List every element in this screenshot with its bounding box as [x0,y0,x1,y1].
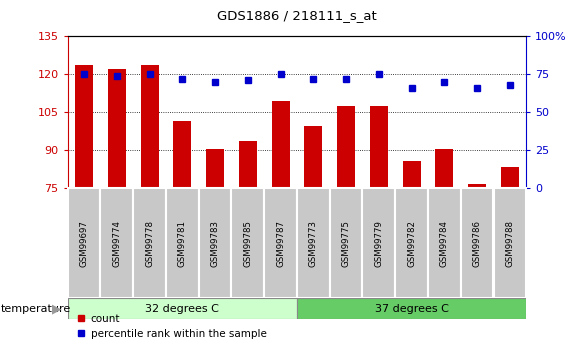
Bar [232,188,264,298]
Text: 37 degrees C: 37 degrees C [375,304,449,314]
Bar [108,69,126,188]
Bar [297,298,526,319]
Bar [362,188,395,298]
Text: GSM99787: GSM99787 [276,220,285,267]
Bar [337,106,355,188]
Text: GSM99784: GSM99784 [440,220,449,267]
Bar [166,188,199,298]
Bar [68,188,101,298]
Bar [305,126,322,188]
Text: GSM99788: GSM99788 [505,220,514,267]
Bar [461,188,493,298]
Bar [493,188,526,298]
Text: temperature: temperature [1,304,71,314]
Bar [468,184,486,188]
Text: GSM99782: GSM99782 [407,220,416,267]
Bar [501,167,519,188]
Text: GSM99775: GSM99775 [342,220,350,267]
Text: GSM99697: GSM99697 [79,220,89,267]
Bar [75,65,93,188]
Text: GSM99773: GSM99773 [309,220,318,267]
Bar [297,188,330,298]
Bar [395,188,428,298]
Bar [199,188,232,298]
Text: GSM99774: GSM99774 [112,220,121,267]
Legend: count, percentile rank within the sample: count, percentile rank within the sample [73,310,270,343]
Text: GSM99778: GSM99778 [145,220,154,267]
Bar [206,149,224,188]
Text: GSM99785: GSM99785 [243,220,252,267]
Bar [101,188,133,298]
Text: ▶: ▶ [52,302,62,315]
Text: GDS1886 / 218111_s_at: GDS1886 / 218111_s_at [217,9,377,22]
Text: 32 degrees C: 32 degrees C [145,304,219,314]
Text: GSM99786: GSM99786 [473,220,482,267]
Bar [403,161,420,188]
Bar [435,149,453,188]
Bar [133,188,166,298]
Text: GSM99783: GSM99783 [211,220,219,267]
Bar [173,121,191,188]
Text: GSM99781: GSM99781 [178,220,187,267]
Bar [370,106,388,188]
Bar [239,141,257,188]
Bar [428,188,461,298]
Bar [141,65,159,188]
Text: GSM99779: GSM99779 [375,220,383,267]
Bar [68,298,297,319]
Bar [330,188,362,298]
Bar [272,101,289,188]
Bar [264,188,297,298]
